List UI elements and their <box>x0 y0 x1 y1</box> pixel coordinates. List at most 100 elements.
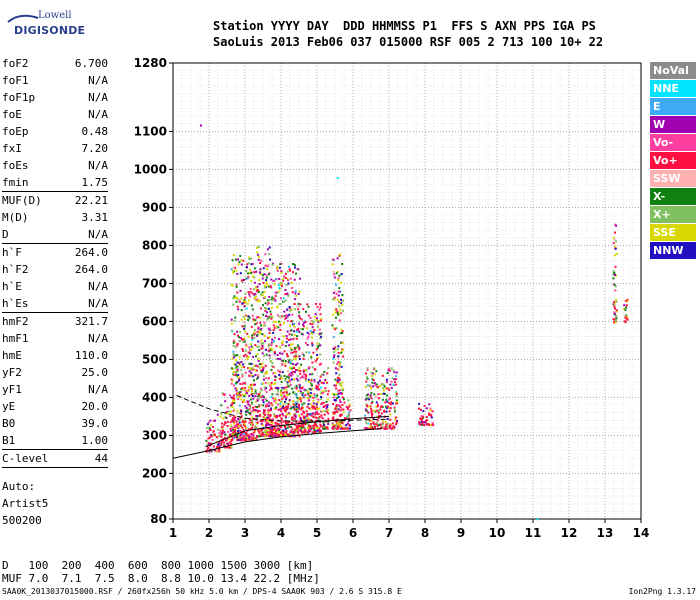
echo-point <box>247 428 250 431</box>
echo-point <box>366 384 369 387</box>
echo-point <box>259 329 262 332</box>
echo-point <box>302 415 305 418</box>
echo-point <box>338 290 341 293</box>
echo-point <box>270 407 272 410</box>
echo-point <box>314 368 317 371</box>
echo-point <box>216 449 219 452</box>
echo-point <box>334 346 337 349</box>
param-label: hmE <box>2 349 22 362</box>
echo-point <box>373 373 376 376</box>
echo-point <box>272 329 275 331</box>
echo-point <box>425 407 428 410</box>
echo-point <box>268 404 271 407</box>
echo-point <box>323 405 325 408</box>
echo-point <box>259 404 262 406</box>
echo-point <box>291 416 293 419</box>
echo-point <box>324 404 327 407</box>
echo-point <box>395 422 398 425</box>
echo-point <box>251 367 254 370</box>
echo-point <box>225 439 228 442</box>
x-tick-label: 3 <box>241 526 249 540</box>
echo-point <box>375 405 378 408</box>
echo-point <box>310 383 313 385</box>
echo-point <box>293 264 296 267</box>
echo-point <box>341 263 344 265</box>
param-row: h`F 264.0 <box>2 244 108 261</box>
echo-point <box>301 421 304 424</box>
echo-point <box>248 258 251 260</box>
echo-point <box>269 284 272 287</box>
echo-point <box>347 414 350 417</box>
echo-point <box>234 354 237 357</box>
lowell-digisonde-logo: Lowell DIGISONDE <box>6 8 85 42</box>
echo-point <box>291 359 294 362</box>
echo-point <box>258 300 261 303</box>
echo-point <box>268 295 271 298</box>
echo-point <box>340 427 342 430</box>
echo-point <box>333 276 336 279</box>
echo-point <box>315 319 318 321</box>
echo-point <box>295 294 298 297</box>
echo-point <box>323 370 326 373</box>
echo-point <box>264 388 267 391</box>
echo-point <box>288 313 291 316</box>
echo-point <box>293 347 296 350</box>
echo-point <box>613 272 616 275</box>
echo-point <box>255 322 258 325</box>
echo-point <box>310 378 313 381</box>
echo-point <box>278 321 281 324</box>
echo-point <box>285 434 287 437</box>
echo-point <box>220 443 223 446</box>
echo-point <box>286 355 289 358</box>
echo-point <box>268 401 271 404</box>
echo-point <box>259 341 261 344</box>
echo-point <box>285 272 287 275</box>
echo-point <box>293 326 296 329</box>
echo-point <box>260 339 263 342</box>
echo-point <box>309 317 312 319</box>
echo-point <box>306 331 309 334</box>
echo-point <box>283 430 285 433</box>
param-label: M(D) <box>2 211 29 224</box>
echo-point <box>251 423 254 426</box>
echo-points <box>205 223 629 453</box>
echo-point <box>302 308 305 310</box>
param-label: yF2 <box>2 366 22 379</box>
echo-point <box>264 309 267 312</box>
param-label: C-level <box>2 452 49 465</box>
echo-point <box>233 362 236 365</box>
echo-point <box>335 387 338 390</box>
echo-point <box>288 380 291 383</box>
echo-point <box>267 377 270 380</box>
echo-point <box>274 421 277 424</box>
echo-point <box>365 427 368 430</box>
echo-point <box>320 381 323 384</box>
echo-point <box>273 326 276 329</box>
echo-point <box>384 421 387 424</box>
echo-point <box>279 358 282 361</box>
echo-point <box>268 316 271 319</box>
polarization-legend: NoVal NNE E W Vo- Vo+ SSW X- X+ SSE NNW <box>650 62 696 260</box>
echo-point <box>382 389 385 392</box>
echo-point <box>319 306 322 309</box>
echo-point <box>272 372 275 375</box>
echo-point <box>246 436 249 438</box>
echo-point <box>304 342 307 344</box>
echo-point <box>265 387 268 389</box>
echo-point <box>236 354 239 357</box>
echo-point <box>236 361 239 364</box>
echo-point <box>267 433 270 436</box>
echo-point <box>282 405 285 408</box>
echo-point <box>265 276 268 279</box>
echo-point <box>291 343 294 346</box>
echo-point <box>265 418 268 421</box>
echo-point <box>264 425 267 427</box>
echo-point <box>258 431 261 434</box>
echo-point <box>233 384 235 387</box>
echo-point <box>295 395 298 398</box>
echo-point <box>304 421 307 424</box>
echo-point <box>292 434 295 436</box>
autoscaling-info: Auto: Artist5 500200 <box>2 478 48 529</box>
echo-point <box>256 345 259 348</box>
